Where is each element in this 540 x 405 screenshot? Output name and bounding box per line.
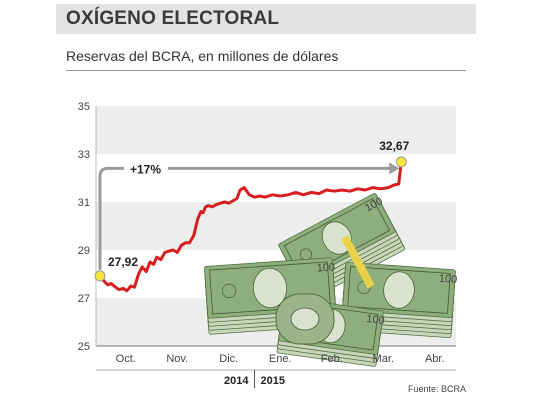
bill-portrait	[383, 271, 415, 309]
change-percent-label: +17%	[130, 162, 161, 176]
end-point-marker	[395, 156, 407, 168]
x-tick-label: Ene.	[269, 353, 292, 365]
bill-portrait	[252, 267, 288, 309]
grid-band	[96, 106, 456, 154]
x-tick-label: Nov.	[166, 353, 188, 365]
x-tick-label: Abr.	[425, 353, 445, 365]
infographic-title: OXÍGENO ELECTORAL	[66, 8, 280, 29]
infographic-frame: OXÍGENO ELECTORAL Reservas del BCRA, en …	[56, 4, 476, 400]
start-point-marker	[94, 270, 106, 282]
x-tick-label: Oct.	[116, 353, 136, 365]
y-tick-label: 27	[78, 293, 90, 305]
series-line	[98, 161, 403, 293]
y-tick-label: 29	[78, 245, 90, 257]
y-tick-label: 35	[78, 101, 90, 113]
series-layer	[94, 156, 407, 293]
title-bar: OXÍGENO ELECTORAL	[56, 4, 476, 34]
subtitle-divider	[66, 70, 466, 71]
x-tick-label: Feb.	[321, 353, 343, 365]
change-label-bg	[124, 159, 168, 178]
change-arrow-shaft	[98, 166, 392, 270]
end-value-label: 32,67	[379, 139, 409, 153]
bill-denomination: 100	[438, 273, 457, 286]
x-axis: Oct. Nov. Dic. Ene. Feb. Mar. Abr. 2014 2015	[96, 353, 456, 388]
bill-border	[347, 266, 451, 314]
change-arrow	[98, 159, 400, 270]
bill-denomination: 100	[366, 313, 386, 327]
bill-portrait	[321, 221, 353, 255]
change-arrow-head	[389, 162, 400, 175]
y-tick-label: 31	[78, 197, 90, 209]
bill-seal	[222, 283, 237, 298]
x-tick-label: Dic.	[219, 353, 238, 365]
bill-roll-center	[290, 307, 320, 331]
y-axis: 25 27 29 31 33 35	[78, 101, 90, 353]
bill-denomination: 100	[316, 261, 335, 274]
chart-subtitle: Reservas del BCRA, en millones de dólare…	[66, 48, 339, 64]
y-tick-label: 25	[78, 341, 90, 353]
y-tick-label: 33	[78, 149, 90, 161]
start-value-label: 27,92	[108, 255, 138, 269]
bill-border	[209, 261, 331, 315]
money-band	[341, 235, 375, 289]
source-note: Fuente: BCRA	[408, 384, 466, 394]
x-tick-label: Mar.	[373, 353, 394, 365]
year-label: 2015	[261, 375, 285, 387]
year-label: 2014	[224, 375, 249, 387]
